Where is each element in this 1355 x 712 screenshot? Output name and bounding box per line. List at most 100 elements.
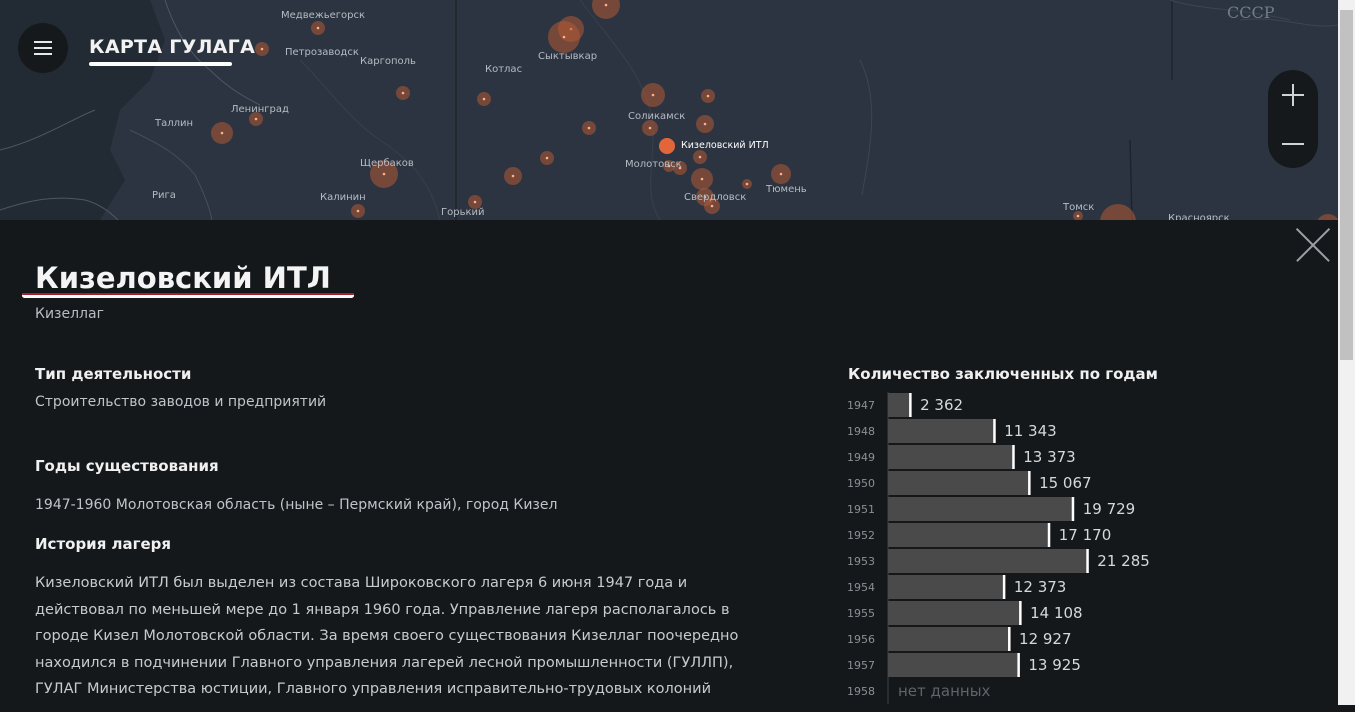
camp-marker[interactable] xyxy=(1316,214,1338,220)
bar-marker xyxy=(1086,549,1089,573)
year-label: 1955 xyxy=(847,607,875,620)
year-label: 1954 xyxy=(847,581,875,594)
zoom-in-button[interactable] xyxy=(1268,70,1318,119)
camp-marker[interactable] xyxy=(1073,211,1083,220)
bar-1954[interactable] xyxy=(888,575,1004,599)
bar-1956[interactable] xyxy=(888,627,1010,651)
bar-marker xyxy=(1012,445,1015,469)
city-label: Свердловск xyxy=(684,192,747,203)
camp-marker[interactable] xyxy=(641,83,665,107)
bar-marker xyxy=(909,393,912,417)
camp-marker[interactable] xyxy=(468,195,482,209)
prisoners-chart: 1947 2 362 1948 11 343 1949 13 373 1950 15 067 1… xyxy=(847,392,1150,704)
bar-value-label: 13 925 xyxy=(1028,656,1081,674)
scrollbar-thumb[interactable] xyxy=(1340,10,1353,360)
bar-1952[interactable] xyxy=(888,523,1049,547)
camp-marker[interactable] xyxy=(477,92,491,106)
camp-marker[interactable] xyxy=(582,121,596,135)
bar-value-label: 19 729 xyxy=(1083,500,1135,518)
zoom-out-button[interactable] xyxy=(1268,119,1318,168)
camp-marker[interactable] xyxy=(742,179,752,189)
camp-marker[interactable] xyxy=(548,21,580,53)
bar-value-label: 11 343 xyxy=(1004,422,1056,440)
map[interactable]: Медвежьегорск Петрозаводск Каргополь Котлас… xyxy=(0,0,1338,220)
city-label: Котлас xyxy=(485,64,523,75)
camp-marker[interactable] xyxy=(704,198,720,214)
year-label: 1948 xyxy=(847,425,875,438)
bar-1949[interactable] xyxy=(888,445,1014,469)
bar-value-label: 21 285 xyxy=(1097,552,1150,570)
year-label: 1951 xyxy=(847,503,875,516)
bar-value-label: 17 170 xyxy=(1059,526,1112,544)
hamburger-icon-line xyxy=(34,53,52,55)
bar-value-label: 15 067 xyxy=(1039,474,1092,492)
city-label: Горький xyxy=(441,207,485,218)
city-label: Сыктывкар xyxy=(538,51,598,62)
camp-marker[interactable] xyxy=(592,0,620,19)
bar-1957[interactable] xyxy=(888,653,1019,677)
camp-title: Кизеловский ИТЛ xyxy=(35,261,331,295)
camp-markers[interactable] xyxy=(211,0,1338,220)
history-heading: История лагеря xyxy=(35,535,172,553)
city-label: Калинин xyxy=(320,192,366,203)
bar-value-label: 12 373 xyxy=(1014,578,1067,596)
bar-1947[interactable] xyxy=(888,393,911,417)
camp-marker[interactable] xyxy=(691,168,713,190)
bar-marker xyxy=(993,419,996,443)
site-title-underline xyxy=(89,62,232,66)
bar-1950[interactable] xyxy=(888,471,1030,495)
close-icon[interactable] xyxy=(1296,228,1330,262)
bar-1955[interactable] xyxy=(888,601,1021,625)
bar-1948[interactable] xyxy=(888,419,995,443)
years-heading: Годы существования xyxy=(35,457,219,475)
bar-1951[interactable] xyxy=(888,497,1073,521)
bar-marker xyxy=(1008,627,1011,651)
year-label: 1956 xyxy=(847,633,875,646)
camp-marker[interactable] xyxy=(1100,204,1136,220)
year-label: 1953 xyxy=(847,555,875,568)
city-label: Красноярск xyxy=(1168,213,1230,220)
country-label: СССР xyxy=(1227,3,1275,22)
city-label: Томск xyxy=(1063,202,1095,213)
camp-marker[interactable] xyxy=(311,21,325,35)
bar-1953[interactable] xyxy=(888,549,1088,573)
camp-marker[interactable] xyxy=(255,42,269,56)
camp-marker[interactable] xyxy=(540,151,554,165)
camp-marker[interactable] xyxy=(696,115,714,133)
menu-button[interactable] xyxy=(18,23,68,73)
year-label: 1952 xyxy=(847,529,875,542)
hamburger-icon-line xyxy=(34,47,52,49)
year-label: 1958 xyxy=(847,685,875,698)
camp-title-underline xyxy=(22,293,354,298)
camp-marker[interactable] xyxy=(351,204,365,218)
camp-marker[interactable] xyxy=(211,122,233,144)
city-label: Соликамск xyxy=(628,111,686,122)
year-label: 1957 xyxy=(847,659,875,672)
city-label: Тюмень xyxy=(766,184,807,195)
selected-camp-marker[interactable] xyxy=(659,138,675,154)
city-label: Петрозаводск xyxy=(285,47,359,58)
camp-subtitle: Кизеллаг xyxy=(35,306,104,322)
camp-marker[interactable] xyxy=(396,86,410,100)
camp-marker[interactable] xyxy=(663,160,675,172)
bar-value-label: нет данных xyxy=(898,682,991,700)
minus-icon xyxy=(1282,143,1304,145)
camp-marker[interactable] xyxy=(504,167,522,185)
year-label: 1949 xyxy=(847,451,875,464)
activity-text: Строительство заводов и предприятий xyxy=(35,394,327,410)
bar-marker xyxy=(1019,601,1022,625)
chart-title: Количество заключенных по годам xyxy=(848,365,1158,383)
camp-marker[interactable] xyxy=(771,164,791,184)
history-text: Кизеловский ИТЛ был выделен из состава Ш… xyxy=(35,575,739,697)
bar-value-label: 2 362 xyxy=(920,396,963,414)
camp-marker[interactable] xyxy=(642,120,658,136)
city-label: Молотовск xyxy=(625,159,682,170)
site-title[interactable]: КАРТА ГУЛАГА xyxy=(89,36,256,58)
camp-marker[interactable] xyxy=(693,150,707,164)
city-label: Щербаков xyxy=(360,158,414,169)
camp-marker[interactable] xyxy=(701,89,715,103)
camp-marker[interactable] xyxy=(673,161,687,175)
camp-marker[interactable] xyxy=(249,112,263,126)
camp-marker[interactable] xyxy=(370,160,398,188)
bar-value-label: 12 927 xyxy=(1019,630,1072,648)
